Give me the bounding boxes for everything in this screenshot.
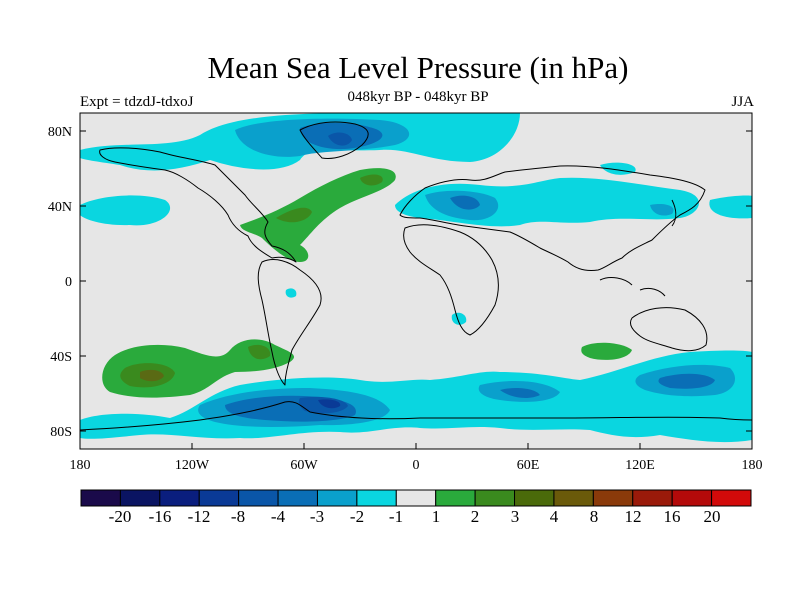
season-label: JJA: [731, 94, 754, 110]
map-plot: [80, 113, 752, 449]
experiment-label: Expt = tdzdJ-tdxoJ: [80, 94, 194, 110]
colorbar-label: -2: [350, 507, 364, 526]
colorbar-label: 20: [704, 507, 721, 526]
colorbar-label: 2: [471, 507, 480, 526]
colorbar-box: [395, 489, 437, 507]
north-atlantic-high: [240, 168, 396, 262]
indonesia-coast: [599, 277, 666, 297]
lat-axis-labels: 80N 40N 0 40S 80S: [48, 125, 72, 440]
south-america-coast: [257, 259, 322, 386]
colorbar-label: -4: [271, 507, 286, 526]
colorbar-box: [80, 489, 121, 507]
colorbar-box: [356, 489, 397, 507]
colorbar-box: [238, 489, 279, 507]
colorbar-label: -1: [389, 507, 403, 526]
colorbar-box: [553, 489, 594, 507]
colorbar-label: 16: [664, 507, 681, 526]
coastlines: [80, 121, 752, 431]
europe-coast: [399, 165, 706, 271]
main-title: Mean Sea Level Pressure (in hPa): [207, 50, 629, 85]
colorbar-box: [316, 489, 358, 507]
colorbar-box: [119, 489, 161, 507]
colorbar: [80, 489, 752, 507]
colorbar-box: [277, 489, 318, 507]
lon-tick-label: 180: [70, 458, 91, 473]
japan-coast: [671, 199, 677, 227]
lon-tick-label: 120E: [625, 458, 655, 473]
colorbar-box: [198, 489, 240, 507]
colorbar-label: -12: [188, 507, 211, 526]
lon-tick-label: 0: [413, 458, 420, 473]
antarctica-coast: [80, 401, 752, 431]
lat-tick-label: 0: [65, 275, 72, 290]
lon-tick-label: 60W: [290, 458, 318, 473]
period-label: 048kyr BP - 048kyr BP: [347, 89, 489, 105]
colorbar-box: [632, 489, 673, 507]
colorbar-label: -20: [109, 507, 132, 526]
southern-ocean-low: [80, 350, 752, 443]
colorbar-label: 4: [550, 507, 559, 526]
colorbar-box: [514, 489, 555, 507]
lat-tick-label: 40N: [48, 200, 72, 215]
colorbar-label: -16: [149, 507, 172, 526]
colorbar-label: -3: [310, 507, 324, 526]
colorbar-label: -8: [231, 507, 245, 526]
lat-tick-label: 80N: [48, 125, 72, 140]
colorbar-label: 8: [590, 507, 599, 526]
colorbar-labels: -20 -16 -12 -8 -4 -3 -2 -1 1 2 3 4 8 12 …: [109, 507, 721, 526]
colorbar-label: 12: [625, 507, 642, 526]
colorbar-box: [159, 489, 200, 507]
greenland-coast: [299, 121, 369, 159]
colorbar-box: [671, 489, 713, 507]
colorbar-box: [711, 489, 752, 507]
south-pacific-high: [102, 339, 632, 398]
colorbar-label: 1: [432, 507, 441, 526]
arctic-low-region: [80, 113, 636, 175]
lon-axis-ticks: [79, 443, 753, 449]
lon-tick-label: 120W: [175, 458, 210, 473]
colorbar-box: [592, 489, 634, 507]
colorbar-box: [474, 489, 516, 507]
lat-axis-ticks: [80, 130, 752, 432]
lat-tick-label: 40S: [50, 350, 72, 365]
lon-axis-labels: 180 120W 60W 0 60E 120E 180: [70, 458, 763, 473]
colorbar-label: 3: [511, 507, 520, 526]
colorbar-box: [435, 489, 476, 507]
lat-tick-label: 80S: [50, 425, 72, 440]
lon-tick-label: 60E: [517, 458, 540, 473]
australia-coast: [629, 307, 708, 352]
africa-coast: [403, 224, 499, 336]
north-lows: [80, 177, 752, 325]
north-america-coast: [99, 147, 297, 263]
lon-tick-label: 180: [742, 458, 763, 473]
